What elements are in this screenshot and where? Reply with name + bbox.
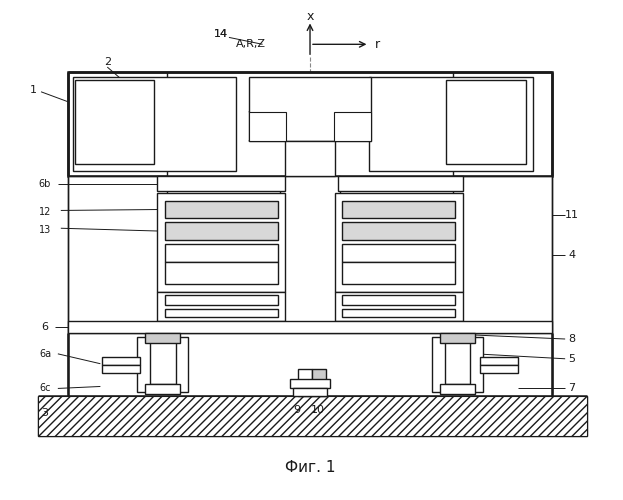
Bar xyxy=(454,176,553,394)
Text: 6b: 6b xyxy=(39,178,51,188)
Text: 10: 10 xyxy=(311,405,325,415)
Bar xyxy=(102,364,140,372)
Bar xyxy=(341,244,455,262)
Bar xyxy=(341,200,455,218)
Bar xyxy=(157,192,285,292)
Bar xyxy=(75,80,154,164)
Text: 1: 1 xyxy=(30,85,37,95)
Bar xyxy=(137,337,188,392)
Bar xyxy=(157,292,285,321)
Text: 14: 14 xyxy=(214,30,228,40)
Bar xyxy=(164,244,278,262)
Bar xyxy=(164,262,278,283)
Bar xyxy=(68,321,553,333)
Bar xyxy=(164,296,278,306)
Bar xyxy=(480,364,518,372)
Bar xyxy=(38,396,587,436)
Bar xyxy=(164,310,278,317)
Bar xyxy=(102,357,140,364)
Bar xyxy=(68,72,553,176)
Text: 7: 7 xyxy=(569,384,576,394)
Text: 3: 3 xyxy=(42,408,49,418)
Bar xyxy=(341,262,455,283)
Text: x: x xyxy=(307,10,314,23)
Bar xyxy=(341,296,455,306)
Bar xyxy=(312,368,326,396)
Text: 4: 4 xyxy=(569,250,576,260)
Text: Фиг. 1: Фиг. 1 xyxy=(285,460,335,475)
Bar xyxy=(341,222,455,240)
Bar xyxy=(444,337,470,384)
Bar xyxy=(440,333,475,343)
Bar xyxy=(285,141,335,176)
Text: 14: 14 xyxy=(214,30,228,40)
Text: 5: 5 xyxy=(569,354,576,364)
Bar xyxy=(440,384,475,394)
Text: 2: 2 xyxy=(104,57,111,67)
Bar xyxy=(338,176,464,190)
Bar xyxy=(145,333,181,343)
Bar xyxy=(335,292,464,321)
Bar xyxy=(432,337,483,392)
Text: 6a: 6a xyxy=(39,349,51,359)
Text: A,R,Z: A,R,Z xyxy=(235,40,265,50)
Text: 13: 13 xyxy=(39,225,51,235)
Bar xyxy=(341,310,455,317)
Bar xyxy=(369,77,533,171)
Bar xyxy=(290,378,330,388)
Text: 9: 9 xyxy=(293,405,301,415)
Bar xyxy=(335,192,464,292)
Bar xyxy=(73,77,236,171)
Text: r: r xyxy=(374,38,380,51)
Bar xyxy=(164,222,278,240)
Text: 11: 11 xyxy=(565,210,579,220)
Bar xyxy=(145,384,181,394)
Bar xyxy=(280,176,340,394)
Bar xyxy=(293,388,327,396)
Bar xyxy=(68,176,166,394)
Text: 8: 8 xyxy=(569,334,576,344)
Text: 12: 12 xyxy=(39,208,51,218)
Text: 6: 6 xyxy=(42,322,49,332)
Bar xyxy=(68,333,553,396)
Bar xyxy=(249,77,371,141)
Bar xyxy=(334,112,371,141)
Bar xyxy=(157,176,285,190)
Bar xyxy=(480,357,518,364)
Bar xyxy=(447,80,526,164)
Bar xyxy=(298,368,312,396)
Bar xyxy=(249,112,287,141)
Bar xyxy=(150,337,176,384)
Bar xyxy=(164,200,278,218)
Text: 6c: 6c xyxy=(39,384,50,394)
